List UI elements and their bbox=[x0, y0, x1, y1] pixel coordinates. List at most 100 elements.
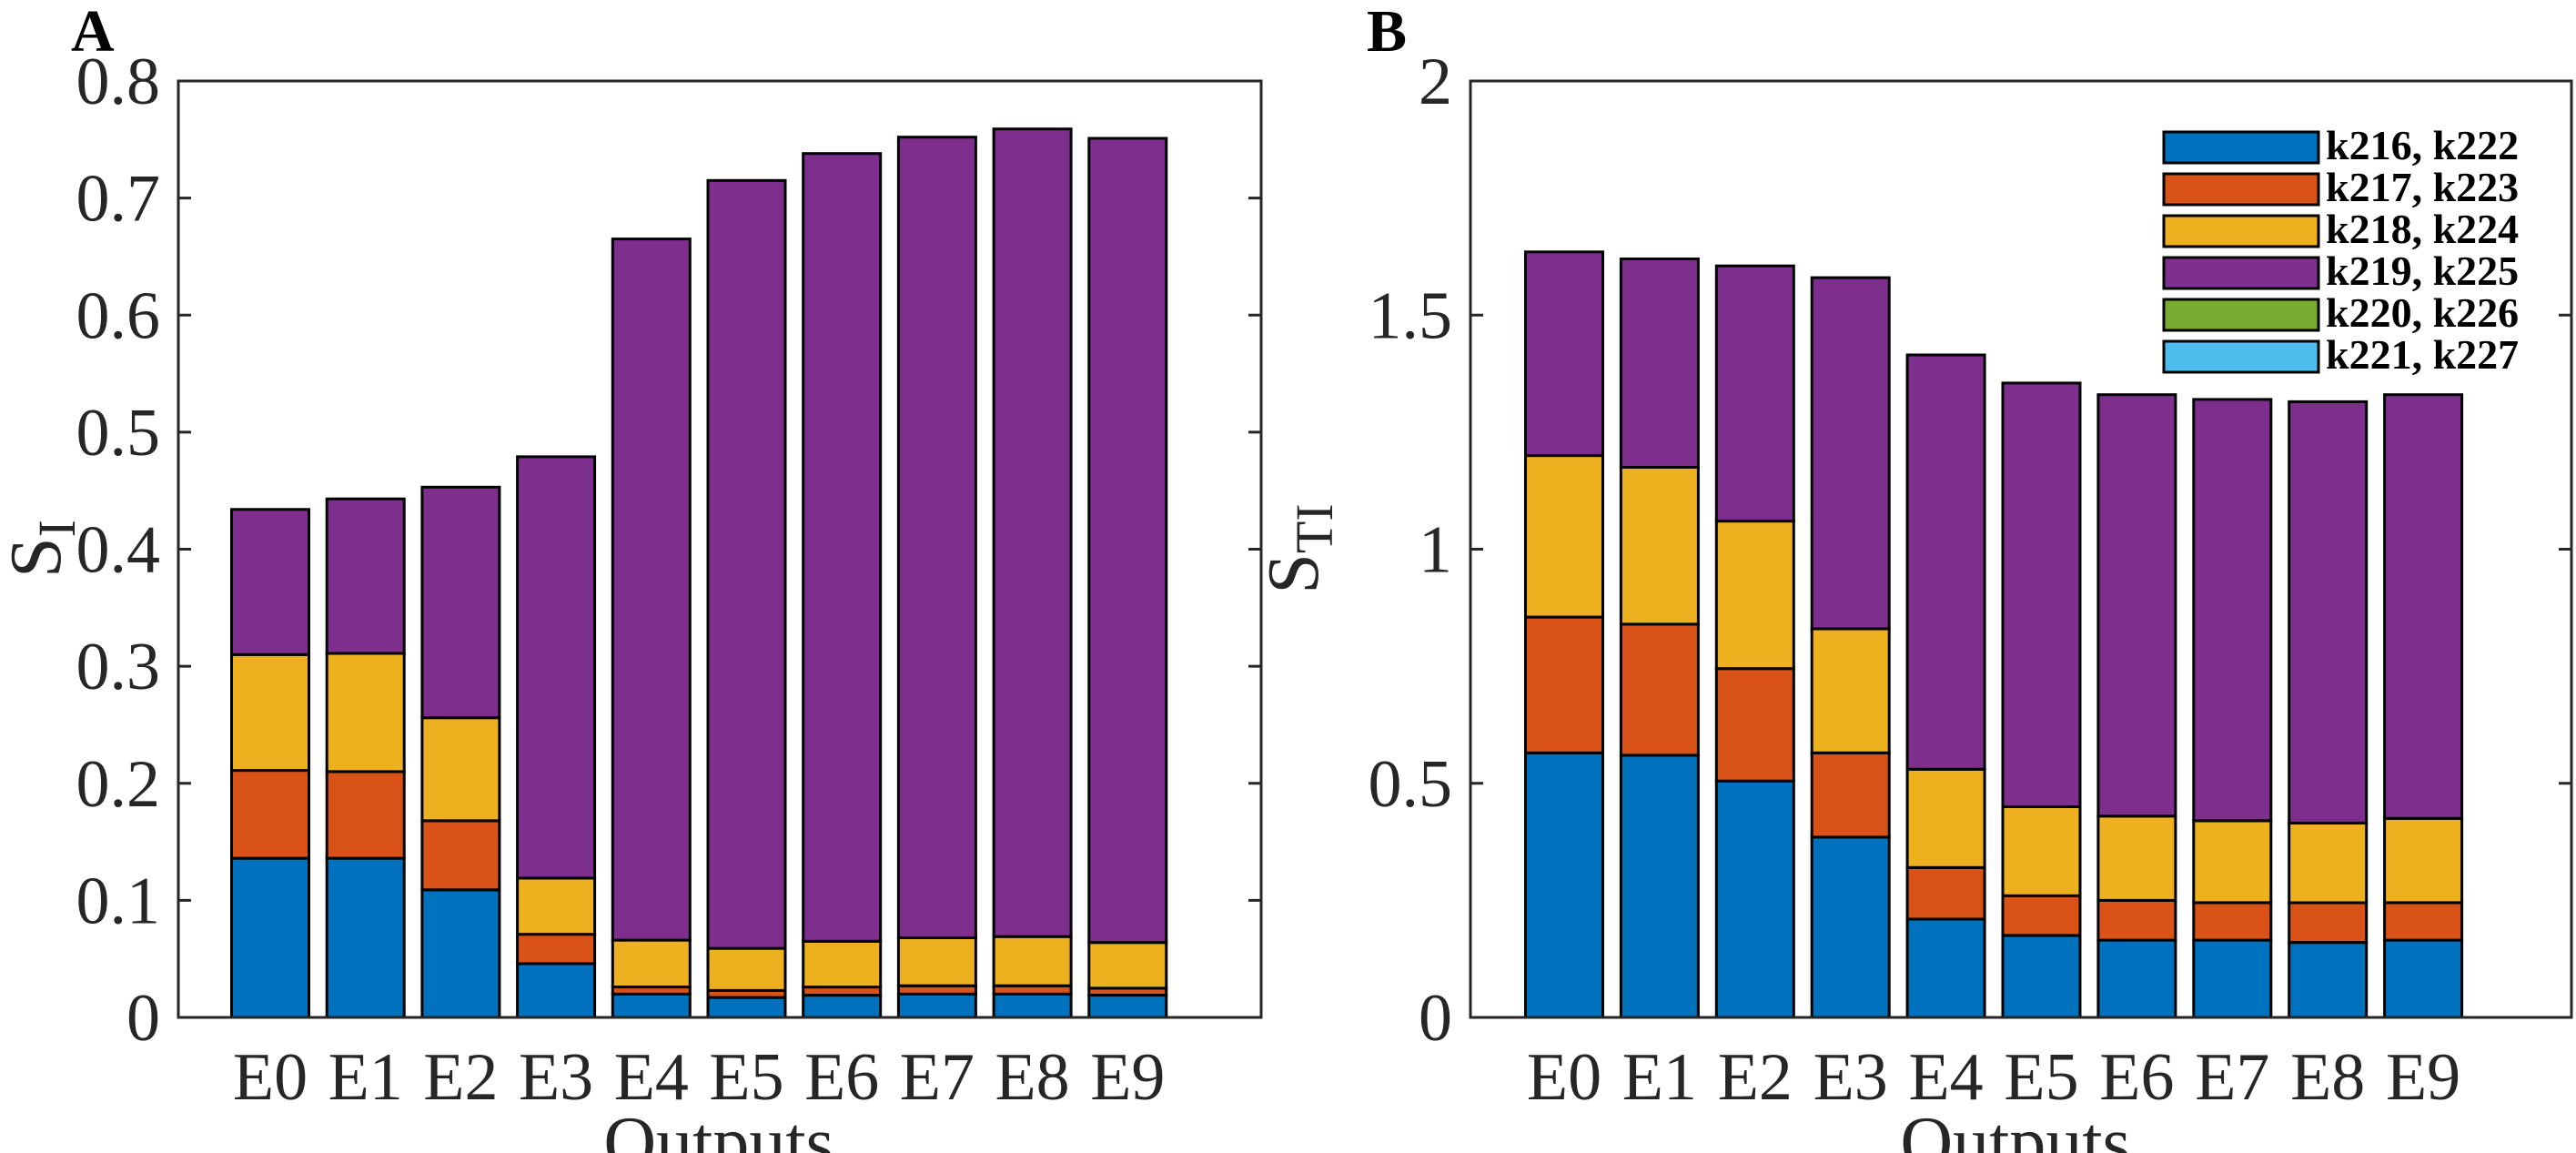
y-tick-label: 2 bbox=[1419, 45, 1452, 119]
bar-a-e2-k218-k224 bbox=[420, 716, 501, 823]
bar-a-e2-k219-k225 bbox=[420, 485, 501, 720]
bar-a-e4-k219-k225 bbox=[611, 238, 692, 942]
bar-b-e3-k216-k222 bbox=[1810, 835, 1891, 1019]
x-tick-label: E0 bbox=[1527, 1040, 1601, 1115]
y-tick-label: 1 bbox=[1419, 513, 1452, 588]
bar-b-e6-k219-k225 bbox=[2096, 393, 2177, 818]
bar-a-e4-k216-k222 bbox=[611, 992, 692, 1019]
bar-b-e9-k219-k225 bbox=[2383, 393, 2464, 820]
y-tick-label: 1.5 bbox=[1369, 278, 1453, 353]
y-tick-label: 0.5 bbox=[76, 396, 161, 470]
bar-b-e0-k219-k225 bbox=[1524, 250, 1604, 458]
bar-b-e9-k217-k223 bbox=[2383, 901, 2464, 942]
panel-b-y-label-main: S bbox=[1254, 553, 1334, 594]
bar-b-e4-k217-k223 bbox=[1905, 865, 1986, 921]
x-tick-label: E8 bbox=[995, 1040, 1069, 1115]
bar-a-e7-k219-k225 bbox=[896, 136, 977, 939]
bar-a-e3-k218-k224 bbox=[516, 876, 597, 936]
panel-b-y-label-sub: TI bbox=[1285, 503, 1344, 553]
x-tick-label: E1 bbox=[328, 1040, 403, 1115]
legend-label-k216-k222: k216, k222 bbox=[2326, 122, 2519, 168]
x-tick-label: E8 bbox=[2290, 1040, 2365, 1115]
x-tick-label: E9 bbox=[2386, 1040, 2460, 1115]
bar-b-e0-k217-k223 bbox=[1524, 615, 1604, 754]
legend-swatch-k217-k223 bbox=[2162, 172, 2320, 207]
bar-b-e3-k219-k225 bbox=[1810, 276, 1891, 631]
x-tick-label: E2 bbox=[423, 1040, 498, 1115]
bar-a-e8-k218-k224 bbox=[992, 935, 1073, 987]
bar-a-e0-k217-k223 bbox=[230, 769, 310, 860]
y-tick-label: 0.5 bbox=[1369, 747, 1453, 822]
bar-b-e1-k217-k223 bbox=[1619, 622, 1700, 757]
bar-b-e2-k219-k225 bbox=[1714, 264, 1795, 523]
x-tick-label: E3 bbox=[1813, 1040, 1888, 1115]
bar-b-e2-k218-k224 bbox=[1714, 520, 1795, 671]
bar-b-e8-k217-k223 bbox=[2288, 901, 2369, 945]
bar-b-e6-k216-k222 bbox=[2096, 938, 2177, 1019]
bar-a-e1-k218-k224 bbox=[325, 652, 406, 774]
bar-a-e3-k216-k222 bbox=[516, 962, 597, 1019]
legend-label-k220-k226: k220, k226 bbox=[2326, 289, 2519, 336]
bar-b-e3-k218-k224 bbox=[1810, 627, 1891, 754]
bar-a-e0-k219-k225 bbox=[230, 508, 310, 656]
y-tick-label: 0.4 bbox=[76, 513, 161, 588]
y-tick-label: 0 bbox=[126, 981, 160, 1056]
bar-a-e8-k219-k225 bbox=[992, 127, 1073, 938]
bar-b-e5-k216-k222 bbox=[2001, 934, 2082, 1019]
legend-swatch-k221-k227 bbox=[2162, 339, 2320, 374]
x-tick-label: E3 bbox=[519, 1040, 593, 1115]
legend-label-k219-k225: k219, k225 bbox=[2326, 248, 2519, 294]
bar-a-e3-k217-k223 bbox=[516, 933, 597, 966]
legend-label-k218-k224: k218, k224 bbox=[2326, 206, 2519, 252]
bar-a-e2-k217-k223 bbox=[420, 819, 501, 892]
panel-b-y-ticks: 0 0.5 1 1.5 2 bbox=[1369, 45, 2571, 1056]
panel-a-y-label: SI bbox=[0, 520, 86, 578]
bar-b-e9-k218-k224 bbox=[2383, 816, 2464, 905]
bar-b-e8-k219-k225 bbox=[2288, 400, 2369, 824]
legend-swatch-k219-k225 bbox=[2162, 256, 2320, 290]
bar-b-e4-k216-k222 bbox=[1905, 917, 1986, 1019]
bar-a-e2-k216-k222 bbox=[420, 888, 501, 1019]
panel-b-y-label: STI bbox=[1254, 503, 1344, 593]
bar-b-e2-k216-k222 bbox=[1714, 779, 1795, 1019]
bar-a-e4-k218-k224 bbox=[611, 938, 692, 988]
panel-b-letter: B bbox=[1367, 0, 1407, 65]
panel-a-x-ticks: E0 E1 E2 E3 E4 E5 E6 E7 E8 E9 bbox=[233, 1040, 1166, 1115]
bar-b-e1-k219-k225 bbox=[1619, 258, 1700, 469]
x-tick-label: E0 bbox=[233, 1040, 308, 1115]
y-tick-label: 0.2 bbox=[76, 747, 161, 822]
panel-a-bars bbox=[230, 127, 1168, 1019]
bar-a-e5-k216-k222 bbox=[706, 996, 787, 1019]
bar-b-e8-k216-k222 bbox=[2288, 941, 2369, 1019]
x-tick-label: E1 bbox=[1622, 1040, 1697, 1115]
bar-a-e8-k216-k222 bbox=[992, 992, 1073, 1019]
bar-a-e1-k216-k222 bbox=[325, 856, 406, 1019]
panel-b-bars bbox=[1524, 250, 2464, 1019]
bar-a-e6-k216-k222 bbox=[802, 994, 883, 1019]
bar-a-e9-k219-k225 bbox=[1087, 137, 1168, 945]
bar-b-e5-k217-k223 bbox=[2001, 894, 2082, 937]
bar-b-e6-k217-k223 bbox=[2096, 898, 2177, 942]
bar-a-e5-k218-k224 bbox=[706, 946, 787, 992]
y-tick-label: 0 bbox=[1419, 981, 1452, 1056]
bar-a-e3-k219-k225 bbox=[516, 455, 597, 880]
x-tick-label: E5 bbox=[2004, 1040, 2078, 1115]
bar-a-e0-k218-k224 bbox=[230, 652, 310, 773]
x-tick-label: E4 bbox=[614, 1040, 689, 1115]
bar-b-e8-k218-k224 bbox=[2288, 822, 2369, 905]
y-tick-label: 0.6 bbox=[76, 278, 161, 353]
bar-b-e0-k218-k224 bbox=[1524, 454, 1604, 619]
bar-a-e6-k219-k225 bbox=[802, 152, 883, 943]
bar-b-e9-k216-k222 bbox=[2383, 938, 2464, 1019]
panel-a-y-label-sub: I bbox=[27, 520, 86, 537]
y-tick-label: 0.3 bbox=[76, 630, 161, 704]
legend-swatch-k220-k226 bbox=[2162, 298, 2320, 332]
bar-b-e4-k218-k224 bbox=[1905, 767, 1986, 869]
bar-b-e5-k218-k224 bbox=[2001, 805, 2082, 897]
legend-swatch-k216-k222 bbox=[2162, 130, 2320, 165]
bar-b-e7-k217-k223 bbox=[2192, 901, 2273, 942]
panel-a-letter: A bbox=[71, 0, 115, 65]
bar-a-e0-k216-k222 bbox=[230, 856, 310, 1019]
panel-b: B 0 0.5 1 1.5 2 E0 E1 E2 E3 E4 E5 E6 E7 E8 E9 STI Out… bbox=[1254, 0, 2573, 1153]
panel-a-y-label-main: S bbox=[0, 537, 76, 578]
